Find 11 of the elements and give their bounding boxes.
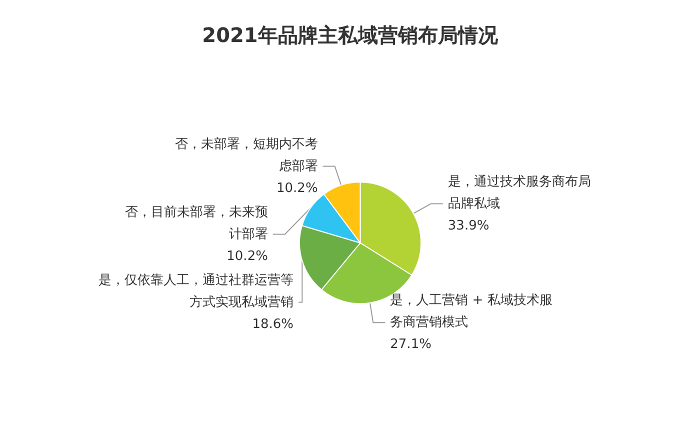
slice-label: 否，目前未部署，未来预计部署 (124, 204, 268, 242)
data-label: 33.9% (448, 218, 490, 234)
data-label: 18.6% (252, 316, 294, 332)
slice-label: 是，仅依靠人工，通过社群运营等方式实现私域营销 (98, 272, 294, 310)
slice-label: 是，人工营销 + 私域技术服务商营销模式 (390, 293, 552, 330)
chart-title: 2021年品牌主私域营销布局情况 (202, 23, 499, 47)
data-label: 10.2% (276, 180, 318, 196)
data-label: 27.1% (390, 337, 432, 352)
data-label: 10.2% (226, 248, 268, 264)
slice-label: 是，通过技术服务商布局品牌私域 (448, 174, 591, 212)
slice-label: 否，未部署，短期内不考虑部署 (174, 136, 318, 174)
